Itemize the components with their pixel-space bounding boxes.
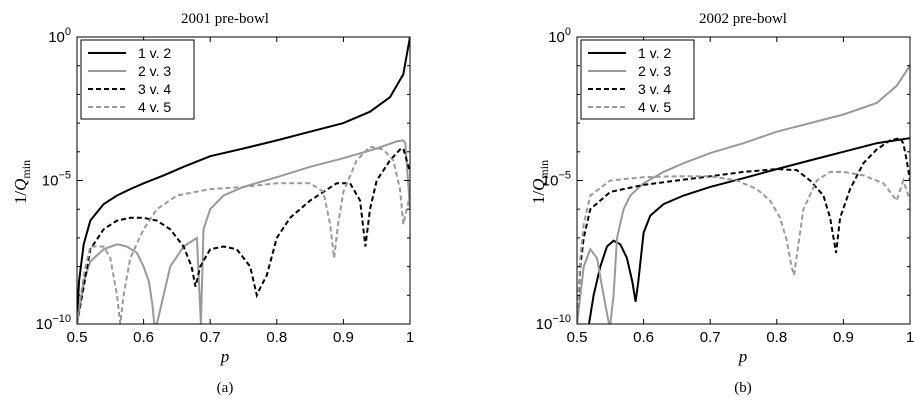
panel-b-xtick-label-4: 0.9 — [833, 329, 854, 346]
panel-a-series-3-line — [77, 147, 410, 324]
panel-a-legend: 1 v. 2 2 v. 3 3 v. 4 4 v. 5 — [80, 39, 195, 120]
panel-b-series-1-line — [588, 137, 910, 324]
panel-a-xtick-label-0: 0.5 — [67, 329, 88, 346]
panel-a-xlabel: p — [220, 347, 230, 366]
panel-b-ylabel-sub: min — [537, 160, 551, 179]
panel-a-ytick-label-2: 100 — [48, 26, 71, 46]
panel-a-series-4-line — [77, 145, 410, 324]
panel-a-legend-label-2: 2 v. 3 — [138, 63, 171, 79]
panel-b-xtick-label-2: 0.7 — [700, 329, 721, 346]
panel-b-ylabel-prefix: 1/ — [529, 191, 548, 205]
panel-b-legend-label-3: 3 v. 4 — [638, 81, 671, 97]
panel-b-title: 2002 pre-bowl — [699, 11, 787, 27]
panel-a-series-2-line — [77, 139, 410, 324]
panel-a-ytick-label-1: 10−5 — [42, 170, 71, 190]
panel-a-series-group — [77, 37, 410, 324]
panel-b-ytick-label-0: 10−10 — [536, 313, 571, 333]
panel-b-legend: 1 v. 2 2 v. 3 3 v. 4 4 v. 5 — [580, 39, 695, 120]
panel-b-series-2-line — [577, 65, 910, 324]
panel-b-xtick-label-5: 1 — [906, 329, 914, 346]
panel-a-xtick-label-3: 0.8 — [266, 329, 287, 346]
panel-b-legend-label-1: 1 v. 2 — [638, 45, 671, 61]
panel-a-plot-area: 0.5 0.6 0.7 0.8 0.9 1 10−10 10−5 100 1 v. 2 2 v. 3… — [36, 26, 415, 346]
panel-b-xtick-label-1: 0.6 — [633, 329, 654, 346]
panel-a-legend-label-1: 1 v. 2 — [138, 45, 171, 61]
panel-b-series-4-line — [577, 170, 910, 324]
panel-a-caption: (a) — [217, 380, 234, 396]
panel-b-ylabel: 1/Qmin — [529, 160, 551, 204]
panel-b-xtick-label-0: 0.5 — [567, 329, 588, 346]
panel-a-ylabel: 1/Qmin — [11, 160, 33, 204]
panel-b-caption: (b) — [734, 380, 752, 396]
panel-a-series-1-line — [77, 37, 410, 324]
panel-b-plot-area: 0.5 0.6 0.7 0.8 0.9 1 10−10 10−5 100 1 v. 2 2 v. 3… — [536, 26, 915, 346]
panel-b-legend-label-2: 2 v. 3 — [638, 63, 671, 79]
panel-a-ylabel-var: Q — [11, 179, 30, 191]
panel-a-ytick-label-0: 10−10 — [36, 313, 71, 333]
panel-b-series-3-line — [577, 136, 910, 324]
panel-b-xlabel: p — [738, 347, 748, 366]
panel-a-ylabel-prefix: 1/ — [11, 191, 30, 205]
panel-a-xtick-label-4: 0.9 — [333, 329, 354, 346]
panel-b-series-group — [577, 65, 910, 324]
panel-a-legend-label-3: 3 v. 4 — [138, 81, 171, 97]
svg-text:1/Qmin: 1/Qmin — [11, 160, 33, 204]
panel-b-ytick-label-2: 100 — [548, 26, 571, 46]
panel-b-ylabel-var: Q — [529, 179, 548, 191]
panel-b-xtick-label-3: 0.8 — [766, 329, 787, 346]
panel-a-ylabel-sub: min — [19, 160, 33, 179]
panel-a-title: 2001 pre-bowl — [181, 11, 269, 27]
panel-a: 2001 pre-bowl 1/Qmin p (a) 0.5 0.6 0.7 0.8 0… — [11, 11, 414, 396]
svg-text:1/Qmin: 1/Qmin — [529, 160, 551, 204]
panel-b-ytick-label-1: 10−5 — [542, 170, 571, 190]
panel-a-xtick-label-2: 0.7 — [200, 329, 221, 346]
panel-a-legend-label-4: 4 v. 5 — [138, 99, 171, 115]
panel-b: 2002 pre-bowl 1/Qmin p (b) 0.5 0.6 0.7 0.8 0… — [529, 11, 914, 396]
panel-a-xtick-label-1: 0.6 — [133, 329, 154, 346]
panel-b-legend-label-4: 4 v. 5 — [638, 99, 671, 115]
panel-a-xtick-label-5: 1 — [406, 329, 414, 346]
